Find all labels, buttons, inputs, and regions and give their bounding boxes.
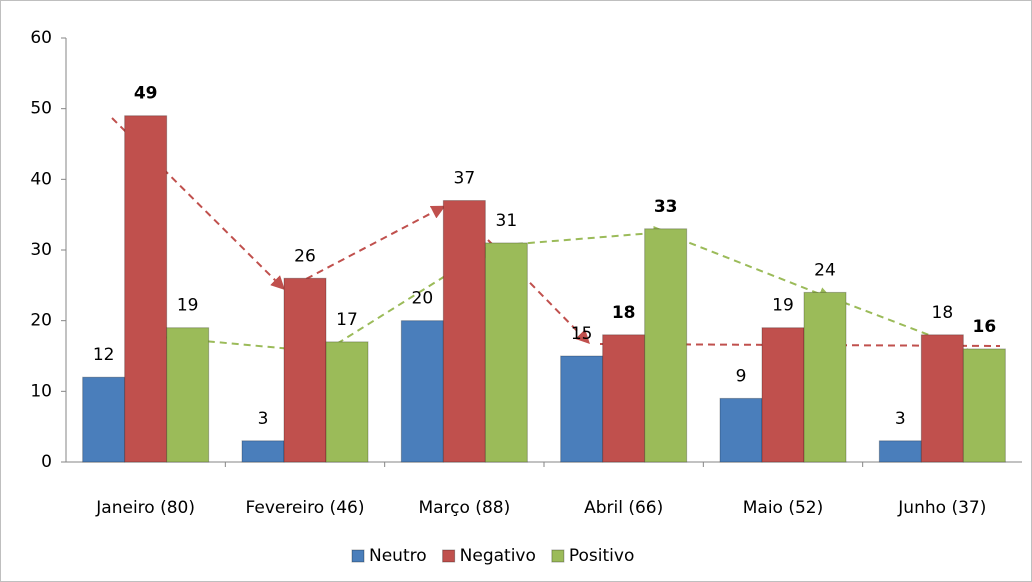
y-tick-label: 0 xyxy=(41,452,52,472)
legend-swatch xyxy=(551,549,565,563)
bar xyxy=(325,341,369,463)
data-label: 3 xyxy=(895,409,906,429)
data-label: 20 xyxy=(412,289,434,309)
legend-swatch xyxy=(442,549,456,563)
legend-swatch xyxy=(351,549,365,563)
bar xyxy=(602,334,646,463)
x-tick-label: Junho (37) xyxy=(897,498,986,518)
y-tick-label: 50 xyxy=(30,99,52,119)
bar xyxy=(803,291,847,463)
bar xyxy=(124,115,168,463)
data-label: 26 xyxy=(294,246,316,266)
data-label: 37 xyxy=(454,169,476,189)
data-label: 15 xyxy=(571,324,593,344)
bar xyxy=(560,355,604,463)
bar xyxy=(878,440,922,463)
data-label: 12 xyxy=(93,345,115,365)
y-tick-label: 60 xyxy=(30,28,52,48)
data-label: 19 xyxy=(177,296,199,316)
y-tick-label: 10 xyxy=(30,381,52,401)
x-tick-label: Janeiro (80) xyxy=(95,498,195,518)
data-label: 31 xyxy=(496,211,518,231)
bar xyxy=(962,348,1006,463)
y-tick-label: 30 xyxy=(30,240,52,260)
bar xyxy=(761,327,805,463)
bar xyxy=(283,277,327,463)
data-label: 49 xyxy=(134,84,158,104)
data-label: 9 xyxy=(736,366,747,386)
bar xyxy=(920,334,964,463)
data-label: 24 xyxy=(814,260,836,280)
bar xyxy=(644,228,688,463)
data-label: 33 xyxy=(654,197,678,217)
y-tick-label: 20 xyxy=(30,311,52,331)
data-label: 3 xyxy=(258,409,269,429)
data-label: 18 xyxy=(932,303,954,323)
y-tick-label: 40 xyxy=(30,169,52,189)
bar xyxy=(400,320,444,463)
data-label: 18 xyxy=(612,303,636,323)
bar xyxy=(82,376,126,463)
bar xyxy=(484,242,528,463)
data-label: 19 xyxy=(772,296,794,316)
legend-label: Negativo xyxy=(460,546,536,566)
bar xyxy=(442,200,486,463)
data-label: 17 xyxy=(336,310,358,330)
x-tick-label: Maio (52) xyxy=(743,498,824,518)
legend-label: Neutro xyxy=(369,546,427,566)
bar xyxy=(166,327,210,463)
legend-label: Positivo xyxy=(569,546,634,566)
x-tick-label: Março (88) xyxy=(418,498,510,518)
x-tick-label: Fevereiro (46) xyxy=(246,498,365,518)
x-tick-label: Abril (66) xyxy=(584,498,663,518)
data-label: 16 xyxy=(972,317,996,337)
bar xyxy=(719,397,763,463)
bar xyxy=(241,440,285,463)
